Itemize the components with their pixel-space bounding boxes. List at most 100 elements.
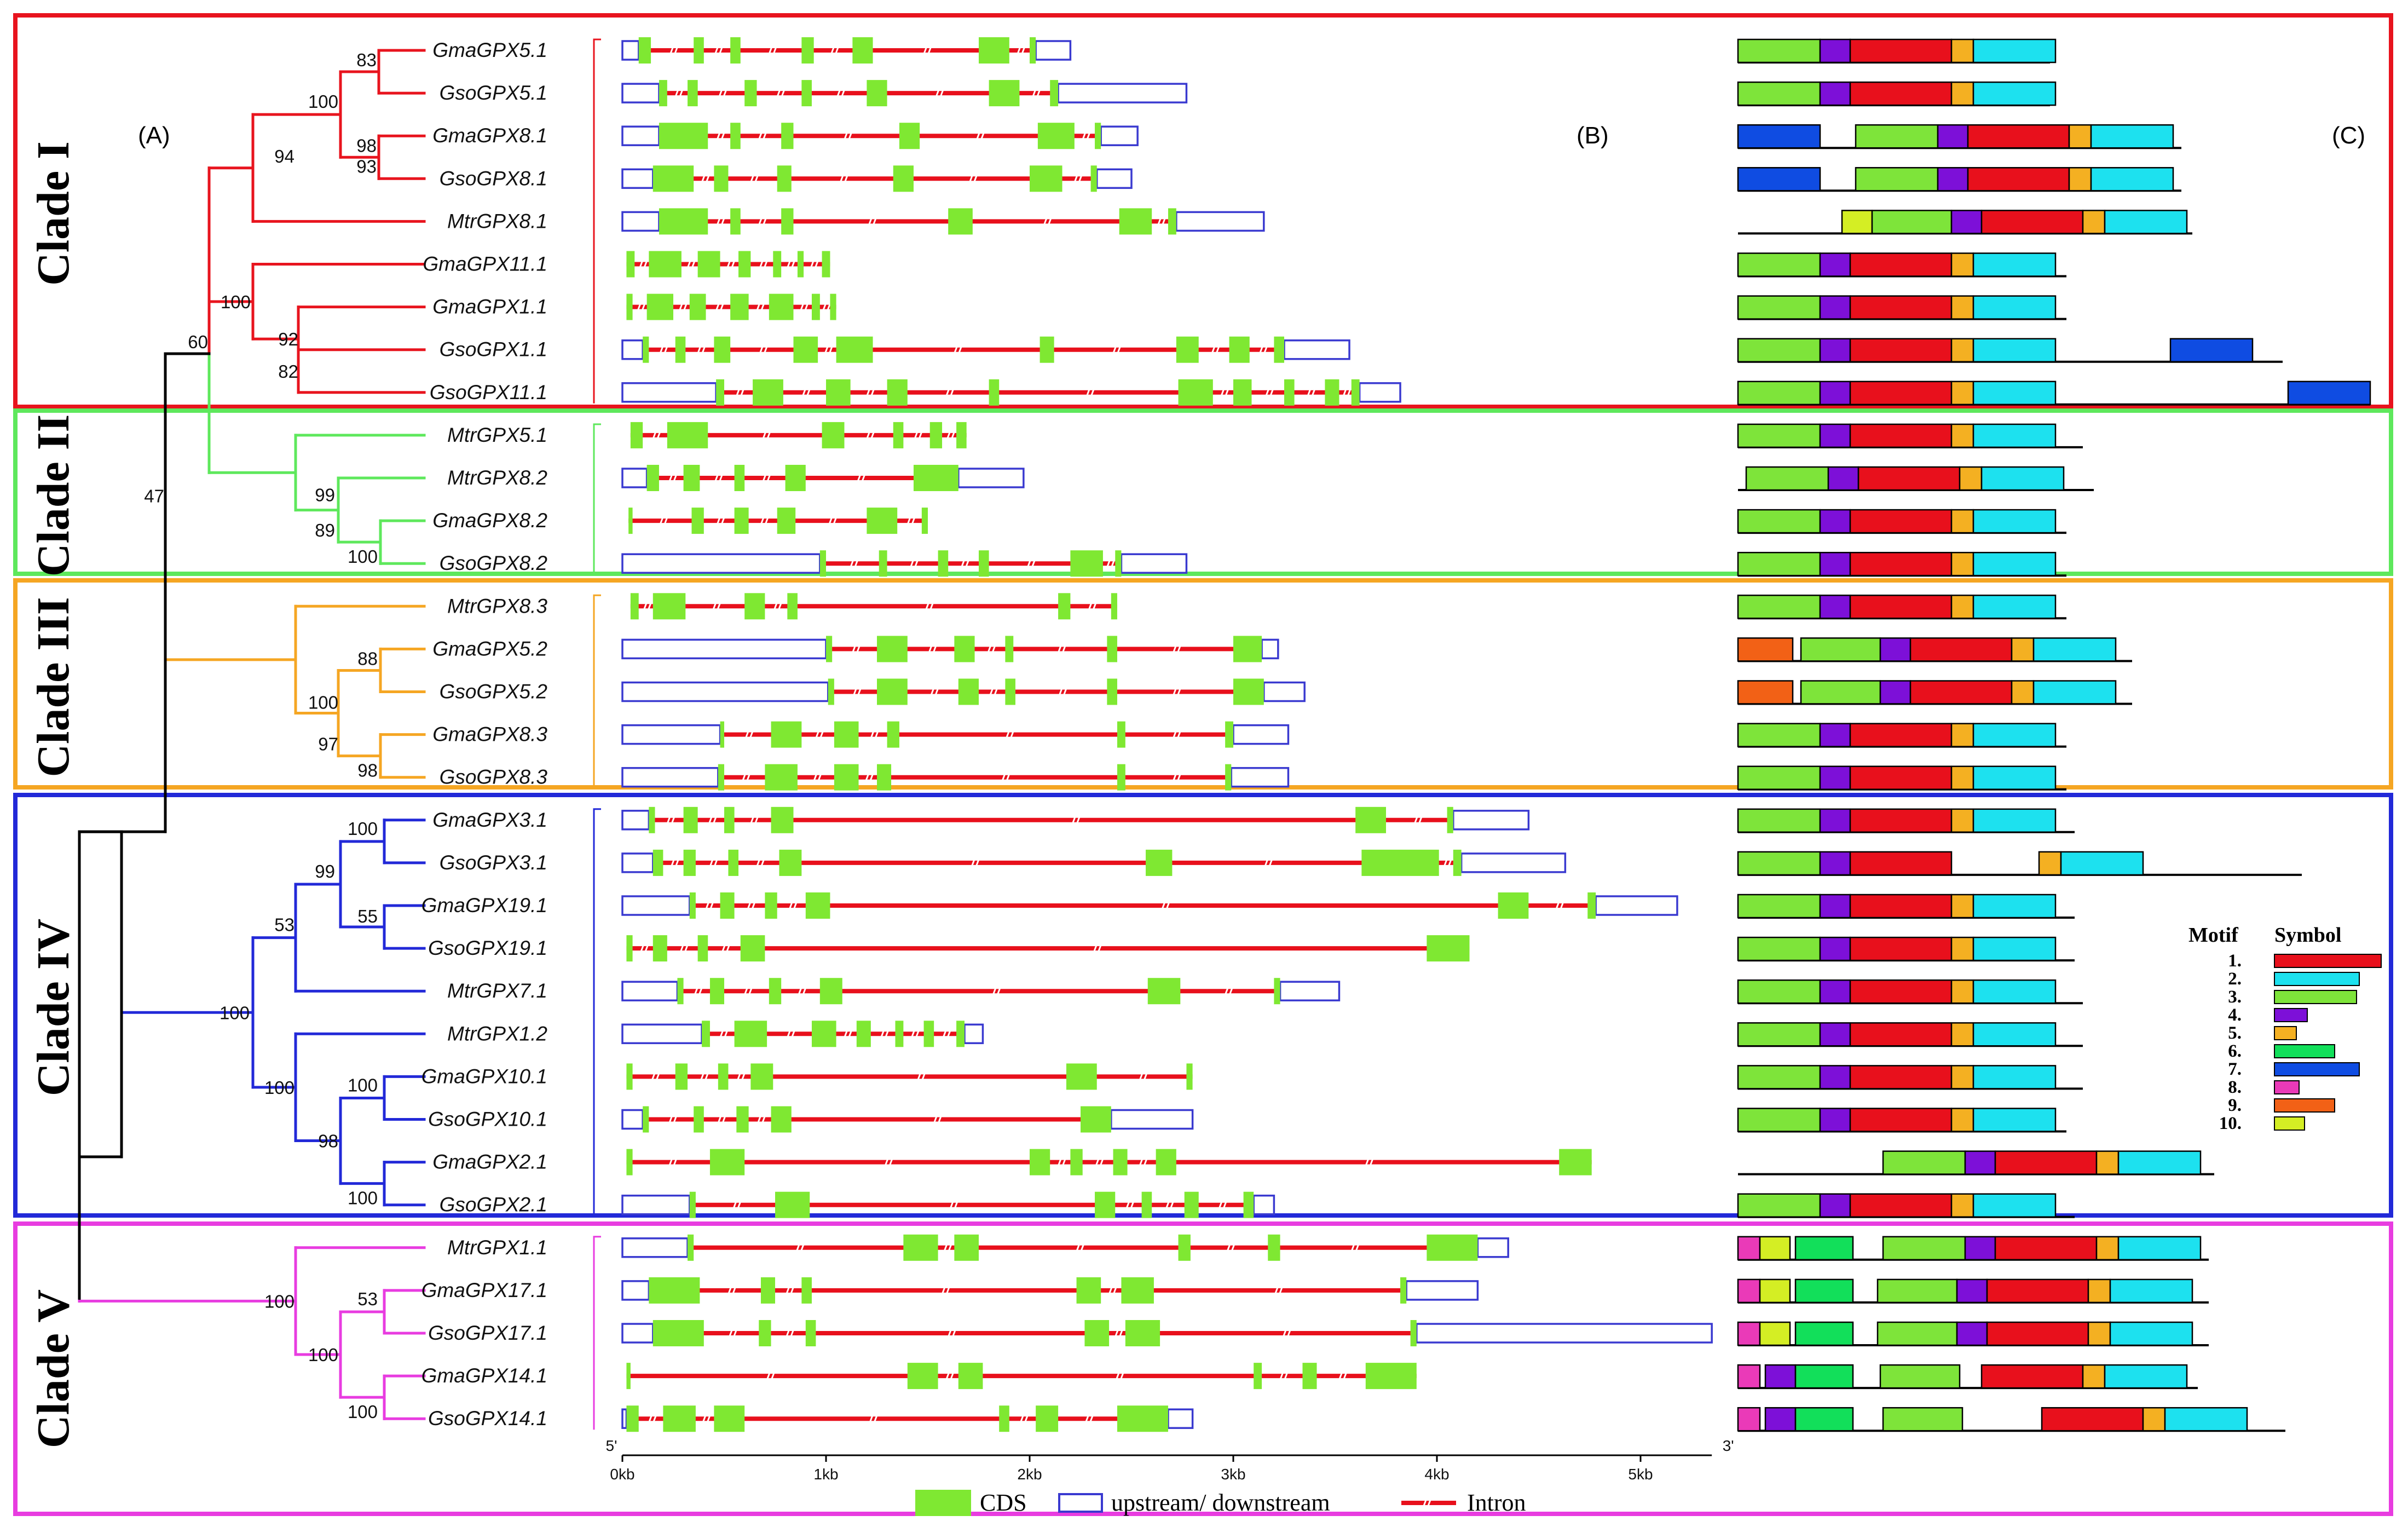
motif-box	[1737, 1022, 1821, 1047]
intron-mark	[786, 1029, 796, 1039]
motif-box	[1819, 851, 1851, 876]
cds-box	[1090, 165, 1097, 192]
motif-box	[1950, 936, 1974, 961]
motif-legend-number: 2.	[2228, 969, 2242, 989]
utr-box	[1230, 767, 1290, 788]
cds-box	[1121, 1277, 1154, 1304]
cds-box	[1117, 764, 1125, 791]
motif-legend-number: 5.	[2228, 1023, 2242, 1043]
motif-box	[1876, 1321, 1958, 1346]
motif-box	[1819, 808, 1851, 833]
bootstrap-value: 100	[220, 1002, 250, 1023]
intron-mark	[696, 345, 706, 355]
motif-box	[1737, 124, 1821, 149]
bootstrap-value: 98	[357, 760, 378, 781]
intron-mark	[1139, 1157, 1148, 1167]
gene-row: MtrGPX8.3	[447, 593, 1117, 620]
gene-label: GsoGPX2.1	[440, 1194, 547, 1216]
cds-box	[734, 1021, 767, 1047]
motif-box	[1909, 637, 2013, 662]
motif-box	[1737, 765, 1821, 790]
motif-box	[1950, 81, 1974, 106]
motif-legend-swatch	[2274, 1044, 2335, 1058]
cds-box	[689, 1191, 696, 1218]
cds-box	[834, 764, 859, 791]
gene-row: GmaGPX3.1	[432, 806, 1530, 833]
cds-box	[691, 508, 704, 534]
motif-box	[1819, 252, 1851, 277]
utr-box	[1261, 638, 1279, 660]
motif-row	[1737, 936, 2075, 962]
motif-box	[1980, 210, 2084, 234]
cds-box	[797, 251, 804, 278]
motif-box	[1950, 38, 1974, 64]
motif-row	[1737, 167, 2181, 192]
motif-box	[1972, 252, 2057, 277]
intron-mark	[749, 815, 759, 825]
motif-box	[1937, 167, 1969, 192]
bootstrap-values: 8398931009410092826099891004788100979810…	[144, 50, 378, 1422]
cds-box	[1005, 636, 1014, 662]
cds-box	[630, 422, 643, 448]
gene-label: MtrGPX8.3	[447, 595, 547, 617]
bootstrap-value: 53	[357, 1289, 378, 1309]
cds-box	[649, 1277, 700, 1304]
bootstrap-value: 94	[274, 146, 294, 166]
gene-row: GmaGPX8.3	[432, 721, 1290, 748]
motif-box	[1956, 1321, 1988, 1346]
bootstrap-value: 53	[274, 915, 294, 935]
intron-mark	[715, 302, 725, 312]
cds-box	[1559, 1149, 1592, 1175]
intron-mark	[884, 1157, 894, 1167]
cds-box	[801, 37, 814, 64]
motif-box	[1950, 551, 1974, 577]
clade-boxes	[13, 13, 2393, 1516]
motif-box	[1737, 723, 1821, 747]
intron-mark	[652, 430, 661, 440]
gene-label: MtrGPX8.1	[447, 210, 547, 232]
gene-row: MtrGPX5.1	[447, 422, 967, 448]
axis-tick-label: 2kb	[1017, 1466, 1042, 1483]
cds-box	[929, 422, 943, 448]
intron-mark	[795, 1243, 805, 1253]
cds-box	[714, 1405, 745, 1432]
intron-mark	[714, 45, 724, 55]
bootstrap-value: 100	[308, 91, 338, 112]
intron-mark	[1071, 815, 1081, 825]
cds-box	[702, 1021, 710, 1047]
gene-label: GsoGPX8.1	[440, 167, 547, 189]
motif-box	[1819, 338, 1851, 362]
cds-box	[828, 678, 834, 705]
legend-utr-swatch	[1058, 1493, 1103, 1513]
motif-row	[1737, 1236, 2209, 1261]
utr-box	[1263, 681, 1306, 702]
cds-box	[822, 251, 830, 278]
motif-box	[1857, 466, 1961, 491]
intron-mark	[785, 1286, 795, 1295]
motif-box	[1737, 509, 1821, 534]
utr-box	[1100, 125, 1139, 146]
intron-mark	[868, 216, 877, 226]
intron-mark	[747, 901, 756, 911]
gene-row: GsoGPX8.2	[440, 550, 1188, 577]
motif-box	[1882, 1407, 1964, 1432]
intron-mark	[812, 773, 822, 782]
gene-label: MtrGPX1.1	[447, 1236, 547, 1259]
intron-mark	[639, 943, 649, 953]
gene-label: GsoGPX8.2	[440, 552, 548, 574]
clade-label-5: Clade V	[28, 1289, 79, 1448]
gene-row: MtrGPX1.1	[447, 1234, 1509, 1261]
intron-mark	[1211, 345, 1221, 355]
motif-box	[1950, 979, 1974, 1004]
intron-mark	[700, 1071, 709, 1081]
motif-box	[1794, 1364, 1854, 1389]
motif-box	[1819, 381, 1851, 406]
cds-box	[805, 1320, 816, 1346]
intron-mark	[1218, 1200, 1228, 1210]
motif-row	[1737, 765, 2066, 791]
cds-box	[805, 892, 830, 919]
bootstrap-value: 100	[348, 1402, 378, 1422]
motif-legend-swatch	[2274, 1062, 2360, 1076]
motif-box	[1737, 381, 1821, 406]
intron-mark	[743, 986, 753, 996]
